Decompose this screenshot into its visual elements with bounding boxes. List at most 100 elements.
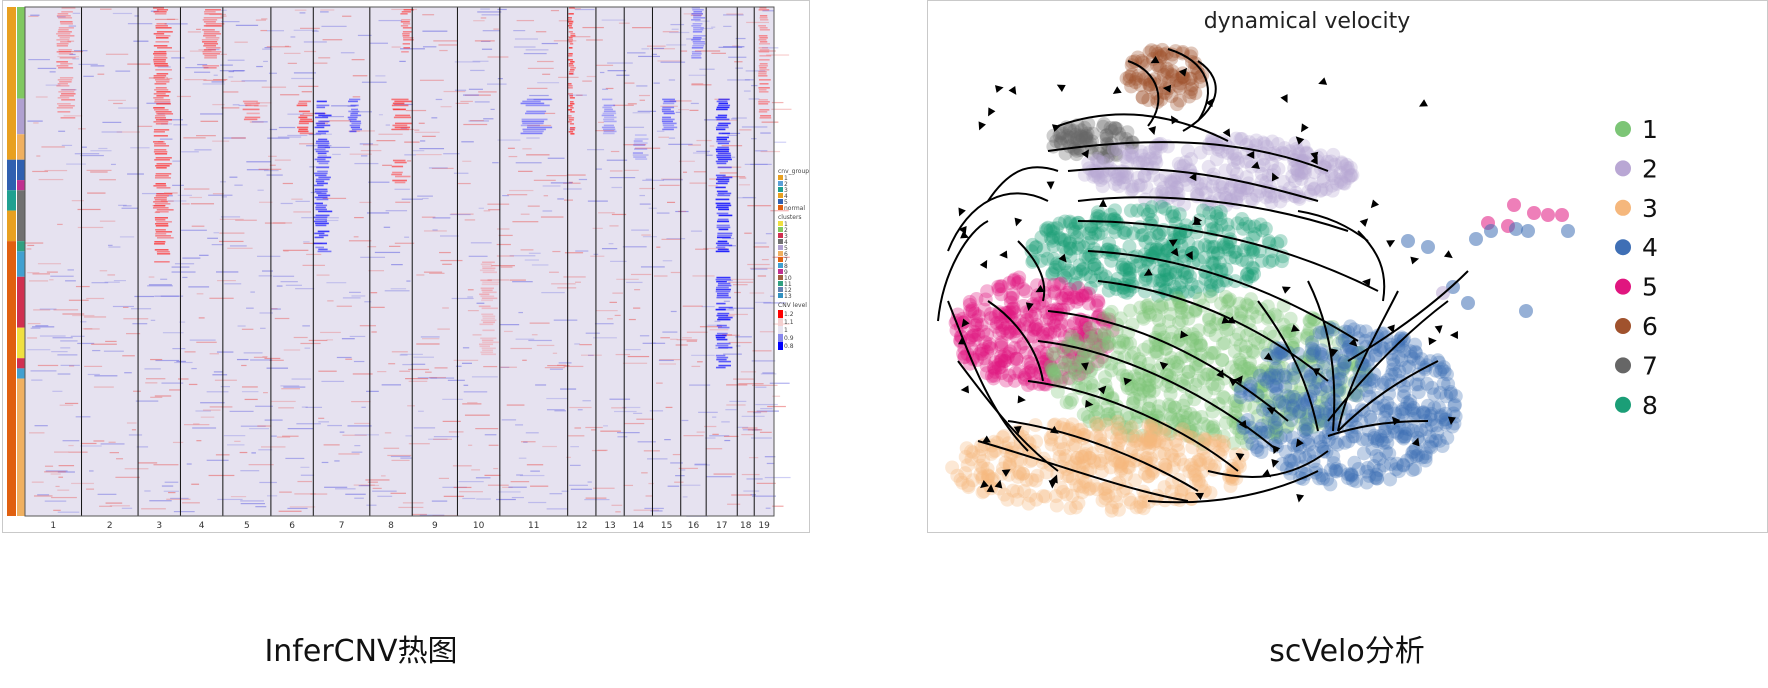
- cell-point: [1101, 283, 1116, 298]
- cnv-signal-streak: [568, 119, 574, 121]
- cell-point: [1039, 305, 1054, 320]
- chromosome-label: 12: [576, 521, 587, 531]
- cell-point: [1076, 348, 1091, 363]
- cnv-signal-streak: [717, 248, 729, 251]
- cnv-noise-streak: [136, 446, 149, 448]
- cell-point: [1210, 378, 1225, 393]
- cnv-noise-streak: [473, 20, 485, 22]
- cnv-noise-streak: [440, 259, 463, 262]
- cnv-noise-streak: [391, 264, 403, 266]
- cnv-noise-streak: [260, 29, 268, 32]
- cell-point: [967, 332, 982, 347]
- cell-point: [1143, 204, 1158, 219]
- cell-point: [1205, 179, 1220, 194]
- cnv-noise-streak: [744, 232, 752, 234]
- cnv-noise-streak: [435, 98, 443, 101]
- cell-point: [1092, 154, 1107, 169]
- cell-point: [1058, 357, 1073, 372]
- cnv-noise-streak: [133, 390, 141, 392]
- cell-point: [1038, 222, 1053, 237]
- cell-point: [1216, 237, 1231, 252]
- cnv-noise-streak: [678, 160, 695, 162]
- cnv-noise-streak: [670, 338, 678, 340]
- cell-point: [1136, 227, 1151, 242]
- velocity-arrowhead: [958, 207, 966, 217]
- cnv-noise-streak: [250, 291, 255, 293]
- cnv-signal-streak: [481, 339, 494, 342]
- cnv-noise-streak: [301, 406, 308, 408]
- cell-point: [1095, 271, 1110, 286]
- cnv-signal-streak: [349, 130, 357, 133]
- cnv-noise-streak: [240, 500, 264, 502]
- cnv-signal-streak: [715, 354, 726, 357]
- cnv-noise-streak: [342, 15, 352, 17]
- cell-point: [1023, 360, 1038, 375]
- cnv-signal-streak: [481, 265, 493, 268]
- cell-point: [1206, 167, 1221, 182]
- cell-point: [1071, 371, 1086, 386]
- cell-point: [1095, 339, 1110, 354]
- cnv-noise-streak: [387, 454, 412, 457]
- cell-point: [1074, 366, 1089, 381]
- cnv-signal-streak: [314, 196, 328, 199]
- cnv-noise-streak: [617, 432, 640, 434]
- cnv-noise-streak: [468, 88, 483, 90]
- cnv-noise-streak: [563, 276, 586, 278]
- cnv-signal-streak: [245, 104, 259, 107]
- cnv-noise-streak: [541, 291, 565, 294]
- cnv-signal-streak: [716, 190, 728, 193]
- cell-point: [1211, 279, 1226, 294]
- cnv-noise-streak: [510, 347, 532, 350]
- cnv-noise-streak: [760, 408, 773, 410]
- cnv-signal-streak: [154, 219, 166, 221]
- cell-point: [1274, 349, 1289, 364]
- cell-point: [1070, 131, 1085, 146]
- cell-point: [1212, 179, 1227, 194]
- cnv-noise-streak: [468, 444, 473, 446]
- cell-point: [1086, 261, 1101, 276]
- cnv-noise-streak: [452, 465, 472, 467]
- cnv-noise-streak: [586, 75, 597, 78]
- cell-point: [1383, 401, 1398, 416]
- cnv-noise-streak: [760, 150, 781, 153]
- cell-point: [1009, 324, 1024, 339]
- cell-point: [1079, 320, 1094, 335]
- cnv-noise-streak: [402, 502, 424, 504]
- cell-point: [1101, 307, 1116, 322]
- cell-point: [988, 364, 1003, 379]
- cnv-noise-streak: [219, 232, 245, 234]
- cnv-signal-streak: [313, 242, 328, 245]
- cell-point: [1095, 339, 1110, 354]
- cnv-signal-streak: [692, 31, 703, 33]
- chromosome-label: 16: [688, 521, 700, 531]
- cell-point: [1103, 120, 1118, 135]
- cell-point: [1507, 198, 1521, 212]
- cnv-signal-streak: [57, 97, 70, 99]
- cnv-noise-streak: [398, 506, 424, 509]
- cnv-noise-streak: [221, 21, 240, 23]
- cell-point: [1294, 417, 1309, 432]
- cnv-signal-streak: [717, 232, 733, 235]
- cnv-signal-streak: [716, 332, 728, 335]
- cell-point: [1103, 213, 1118, 228]
- cell-point: [1220, 239, 1235, 254]
- cnv-signal-streak: [568, 115, 572, 117]
- cnv-noise-streak: [72, 314, 95, 317]
- velocity-arrowhead: [1148, 126, 1156, 135]
- cnv-signal-streak: [315, 206, 326, 209]
- cnv-noise-streak: [384, 290, 410, 292]
- cell-point: [1220, 217, 1235, 232]
- cnv-noise-streak: [194, 149, 212, 151]
- cnv-noise-streak: [122, 355, 135, 357]
- cell-point: [1046, 364, 1061, 379]
- cnv-noise-streak: [122, 306, 129, 309]
- cnv-noise-streak: [468, 120, 489, 122]
- cell-point: [1002, 368, 1017, 383]
- cell-point: [1119, 420, 1134, 435]
- cnv-signal-streak: [481, 347, 496, 350]
- cell-point: [1117, 226, 1132, 241]
- cnv-noise-streak: [692, 152, 709, 154]
- cnv-noise-streak: [52, 390, 63, 392]
- cell-point: [1112, 340, 1127, 355]
- cnv-signal-streak: [567, 55, 573, 57]
